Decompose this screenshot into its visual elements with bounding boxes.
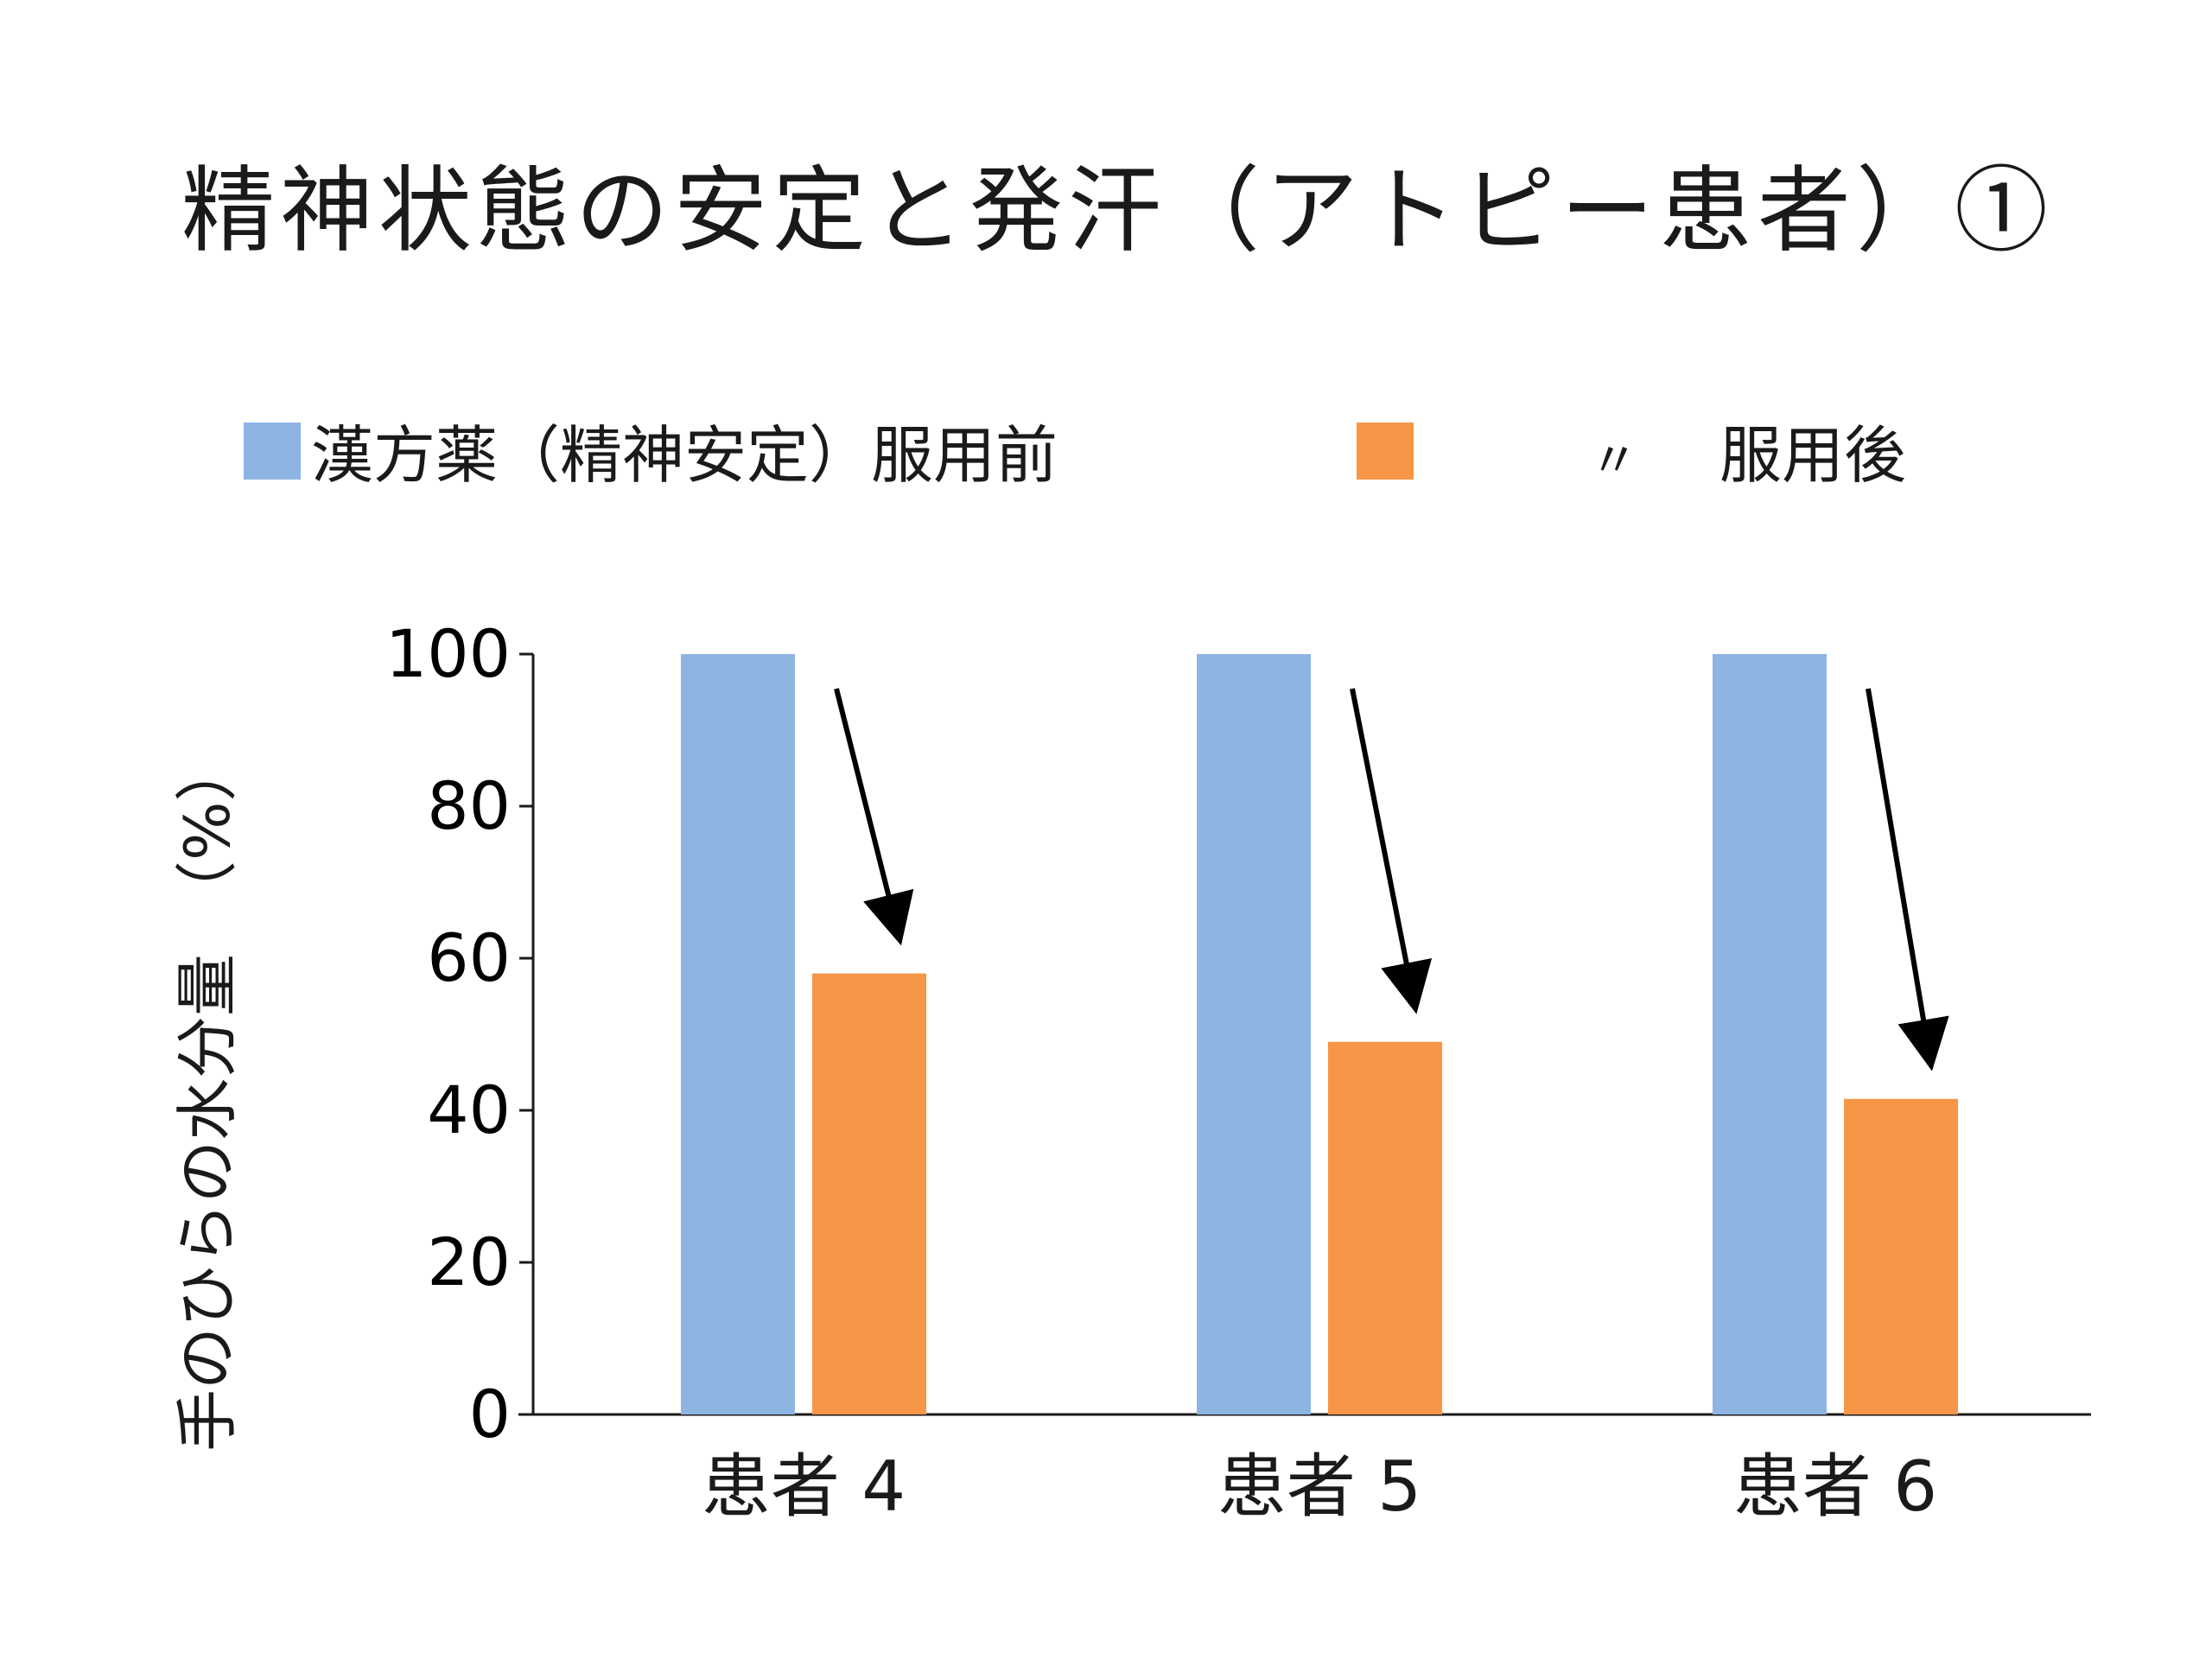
legend-ditto-mark: 〃	[1590, 433, 1638, 489]
legend-label-after: 服用後	[1719, 419, 1906, 492]
decrease-arrow	[1350, 688, 1433, 1014]
y-tick-label: 80	[427, 767, 511, 844]
bar-after	[812, 973, 926, 1414]
x-tick-label: 患者 6	[1733, 1446, 1937, 1527]
y-tick-label: 20	[427, 1224, 511, 1300]
legend-swatch-after	[1357, 423, 1414, 480]
decrease-arrow	[834, 688, 914, 946]
decrease-arrow	[1866, 688, 1949, 1071]
legend-label-before: 漢方薬（精神安定）服用前	[311, 419, 1058, 492]
y-tick-label: 0	[469, 1376, 511, 1452]
bar-after	[1328, 1041, 1442, 1414]
bar-before	[1713, 654, 1827, 1414]
x-tick-labels: 患者 4 患者 5 患者 6	[702, 1446, 1937, 1527]
page-title: 精神状態の安定と発汗（アトピー患者）①	[181, 157, 2054, 265]
y-axis-label: 手のひらの水分量 （%）	[171, 740, 244, 1452]
bar-after	[1844, 1098, 1958, 1414]
bar-before	[1197, 654, 1311, 1414]
y-tick-label: 100	[385, 615, 511, 692]
y-ticks: 0 20 40 60 80 100	[385, 615, 533, 1452]
arrows	[834, 688, 1949, 1071]
bars	[681, 654, 1958, 1414]
legend: 漢方薬（精神安定）服用前 〃 服用後	[244, 419, 1906, 492]
x-tick-label: 患者 5	[1217, 1446, 1421, 1527]
y-tick-label: 40	[427, 1071, 511, 1148]
legend-swatch-before	[244, 423, 301, 480]
bar-before	[681, 654, 795, 1414]
x-tick-label: 患者 4	[702, 1446, 906, 1527]
y-tick-label: 60	[427, 919, 511, 996]
